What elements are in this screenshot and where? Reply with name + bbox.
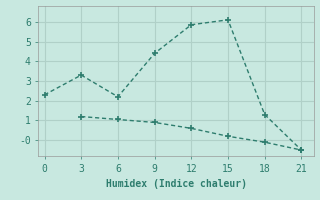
X-axis label: Humidex (Indice chaleur): Humidex (Indice chaleur) (106, 179, 246, 189)
